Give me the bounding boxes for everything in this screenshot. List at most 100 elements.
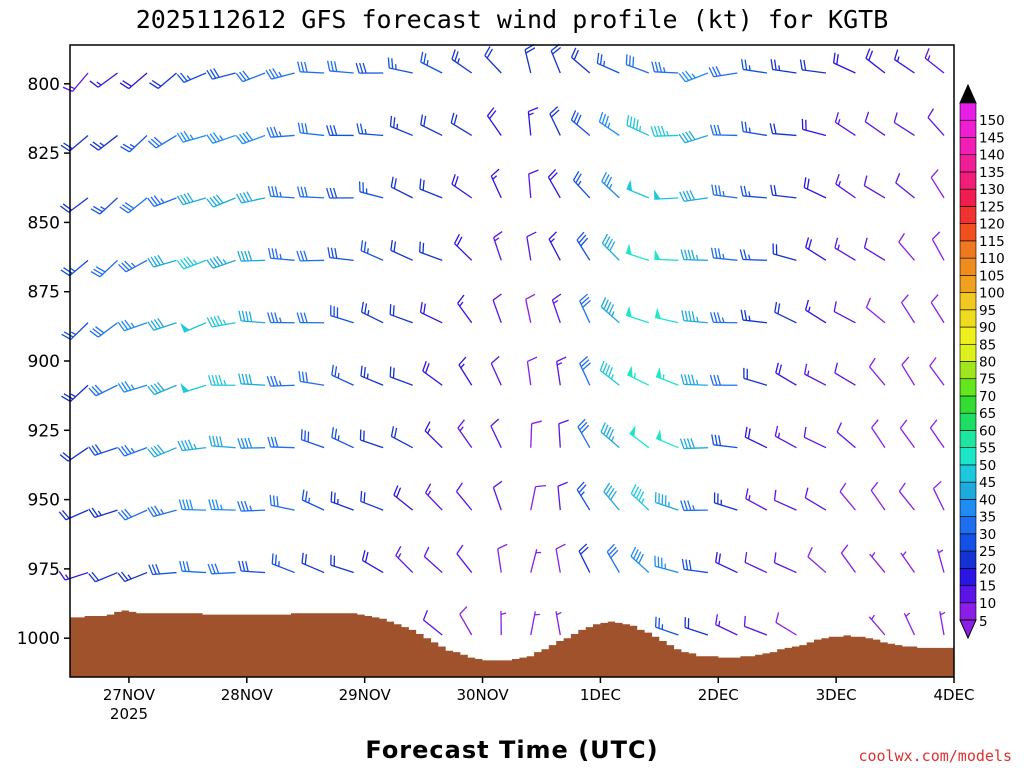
- wind-barb: [772, 243, 797, 261]
- wind-barb: [237, 437, 266, 449]
- wind-barb: [419, 301, 443, 324]
- wind-barb: [651, 61, 679, 74]
- colorbar-top-arrow: [959, 83, 977, 104]
- wind-barb: [387, 57, 413, 74]
- y-tick-label: 800: [28, 75, 60, 95]
- wind-barb: [555, 611, 562, 636]
- wind-barb: [681, 310, 708, 324]
- wind-barb: [117, 381, 148, 393]
- wind-barb: [741, 121, 767, 137]
- wind-barb: [419, 241, 443, 261]
- wind-barb: [117, 571, 148, 583]
- colorbar-label: 40: [979, 492, 996, 508]
- wind-barb: [206, 132, 236, 144]
- wind-barb: [58, 571, 89, 581]
- credit-link[interactable]: coolwx.com/models: [858, 747, 1012, 765]
- wind-barb: [679, 190, 708, 202]
- wind-barb: [835, 173, 856, 199]
- wind-barb: [490, 356, 502, 386]
- wind-barb: [238, 310, 266, 324]
- colorbar-swatch: [959, 516, 977, 535]
- wind-barb: [924, 48, 945, 74]
- chart-title: 2025112612 GFS forecast wind profile (kt…: [136, 5, 889, 34]
- y-tick-label: 850: [28, 213, 60, 233]
- wind-barb: [863, 175, 886, 199]
- wind-barb: [490, 418, 502, 448]
- wind-barb: [327, 247, 354, 261]
- wind-barb: [629, 425, 650, 449]
- wind-barb: [422, 610, 443, 636]
- wind-barb: [269, 494, 295, 511]
- surface-pressure-area: [70, 610, 954, 677]
- wind-barb: [265, 68, 295, 80]
- wind-barb: [524, 43, 536, 74]
- y-tick-label: 825: [28, 144, 60, 164]
- colorbar-swatch: [959, 137, 977, 155]
- wind-barb: [451, 49, 473, 74]
- colorbar-swatch: [959, 119, 977, 138]
- wind-barb: [578, 543, 591, 573]
- wind-barb: [235, 70, 266, 83]
- wind-barb: [90, 197, 118, 215]
- colorbar-swatch: [959, 206, 977, 224]
- colorbar-swatch: [959, 602, 977, 621]
- wind-barb: [625, 54, 650, 74]
- wind-barb: [709, 312, 738, 324]
- wind-barb: [630, 546, 650, 574]
- wind-barb: [868, 357, 886, 386]
- wind-barb: [530, 485, 547, 511]
- y-tick-label: 950: [28, 491, 60, 511]
- wind-barb: [486, 107, 502, 136]
- wind-barb: [548, 231, 561, 261]
- wind-barb: [390, 239, 413, 261]
- wind-barb: [147, 444, 177, 458]
- wind-barb: [59, 197, 89, 213]
- wind-barb: [530, 420, 542, 448]
- surface-terrain: [70, 610, 954, 677]
- wind-barb: [804, 363, 827, 386]
- wind-barb: [180, 382, 207, 394]
- wind-barb: [579, 356, 591, 386]
- wind-barb: [58, 509, 89, 521]
- wind-barb: [558, 419, 569, 448]
- wind-barb: [939, 611, 946, 636]
- wind-barb: [901, 356, 916, 386]
- wind-barb: [869, 552, 886, 573]
- wind-barb: [356, 123, 384, 137]
- colorbar-swatch: [959, 223, 977, 242]
- wind-barb: [740, 309, 767, 324]
- colorbar-label: 70: [979, 389, 996, 405]
- wind-barb: [236, 191, 266, 204]
- wind-barb: [898, 233, 915, 261]
- wind-barb: [557, 481, 568, 511]
- wind-barb: [526, 356, 538, 386]
- wind-barb: [296, 312, 325, 324]
- wind-barb: [395, 546, 414, 574]
- wind-barb: [679, 438, 708, 450]
- colorbar-label: 10: [979, 596, 996, 612]
- wind-barb: [420, 114, 443, 137]
- colorbar-swatch: [959, 550, 977, 569]
- wind-barb: [389, 115, 413, 137]
- wind-barb: [207, 563, 236, 575]
- wind-barb: [422, 361, 443, 386]
- wind-barb: [680, 500, 708, 512]
- y-axis: 800 825 850 875 900 925 950 975 1000: [17, 75, 70, 649]
- wind-barb: [206, 68, 236, 80]
- plot-frame: [69, 44, 955, 678]
- wind-barb: [458, 356, 473, 386]
- wind-barb: [710, 247, 738, 261]
- wind-barb: [296, 250, 325, 262]
- x-tick-label: 28NOV: [221, 686, 274, 704]
- colorbar-swatch: [959, 154, 977, 173]
- wind-barb: [598, 111, 620, 136]
- wind-barb: [176, 131, 207, 143]
- wind-barb: [326, 60, 354, 74]
- wind-barb: [89, 72, 118, 88]
- wind-barb: [60, 259, 89, 277]
- wind-barb: [493, 231, 503, 261]
- wind-barb: [684, 617, 709, 636]
- wind-barb: [932, 480, 945, 511]
- wind-barb: [929, 357, 945, 386]
- wind-barb: [678, 130, 709, 144]
